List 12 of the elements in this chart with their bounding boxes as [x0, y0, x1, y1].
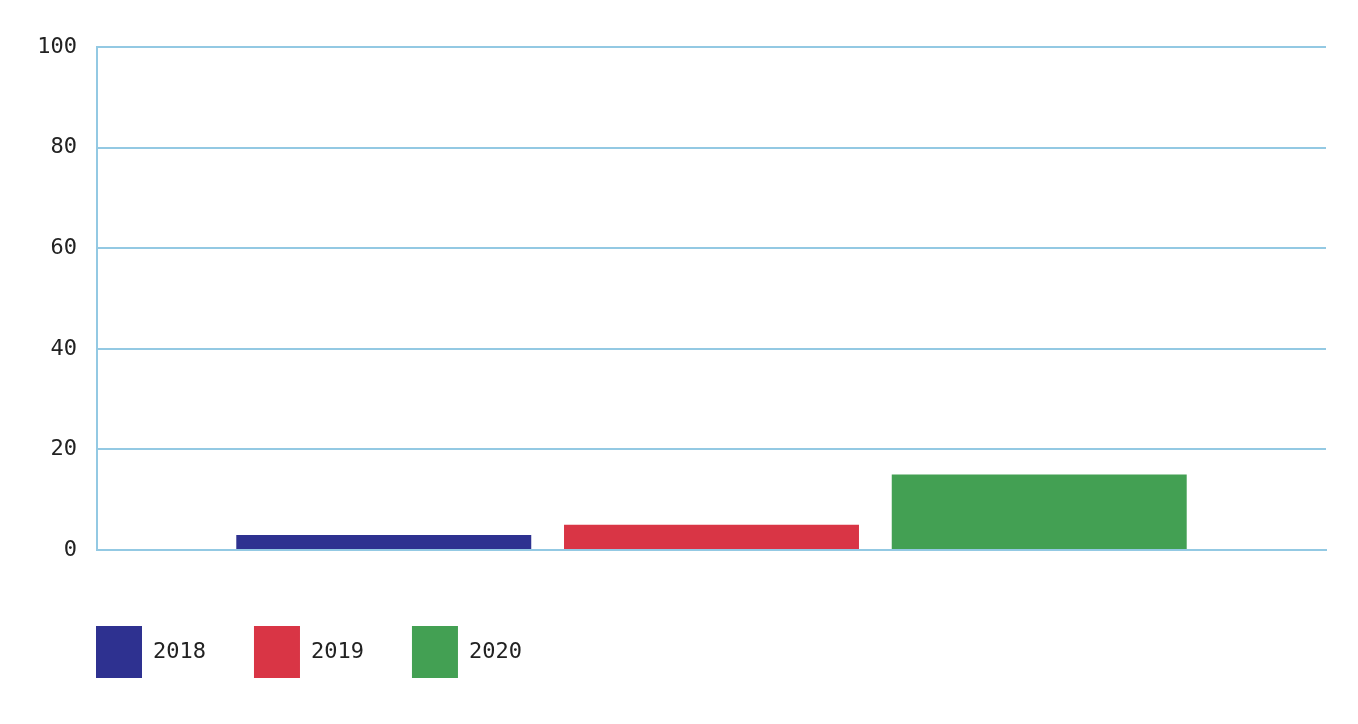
legend-label: 2018: [153, 637, 206, 663]
y-tick-label: 0: [63, 535, 77, 561]
legend-label: 2019: [310, 637, 364, 663]
legend-label: 2020: [468, 637, 522, 663]
bar: [236, 534, 532, 549]
bar: [891, 474, 1187, 549]
bar: [564, 524, 859, 549]
y-tick-label: 20: [50, 435, 77, 461]
y-tick-label: 100: [37, 32, 77, 58]
y-tick-label: 60: [50, 233, 77, 259]
y-tick-label: 40: [50, 334, 77, 360]
y-tick-label: 80: [50, 133, 77, 159]
